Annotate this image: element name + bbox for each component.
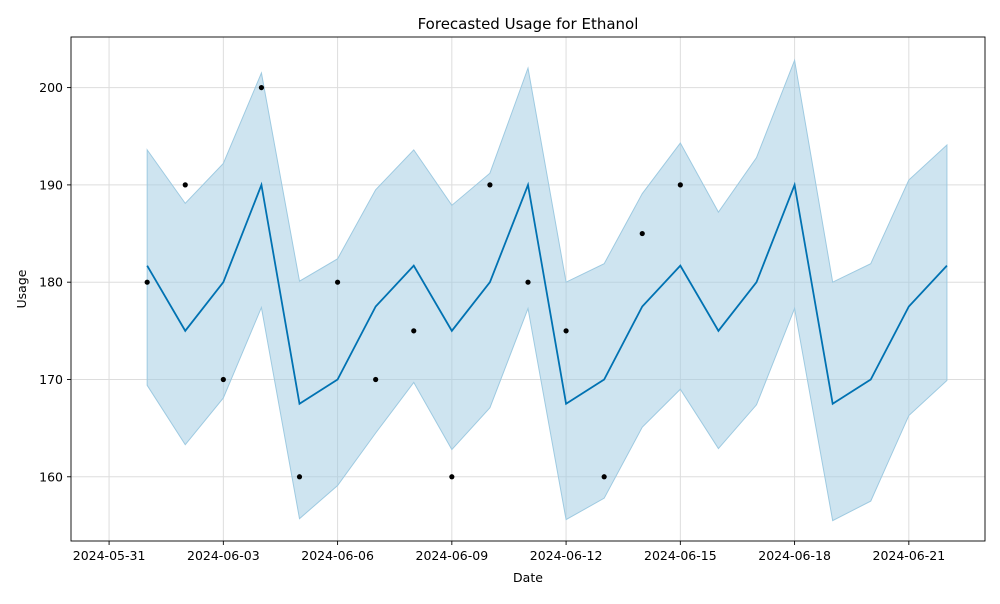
- observed-point: [220, 376, 226, 383]
- observed-point: [373, 376, 379, 383]
- x-tick-label: 2024-06-09: [416, 548, 489, 563]
- plot-area-frame: [70, 36, 986, 542]
- x-axis-ticks: 2024-05-31 2024-06-03 2024-06-06 2024-06-09…: [73, 541, 945, 563]
- forecast-line-layer: [146, 181, 948, 406]
- y-tick-label: 170: [39, 372, 63, 387]
- y-tick-label: 200: [39, 80, 63, 95]
- y-axis-label: Usage: [14, 269, 29, 308]
- x-tick-label: 2024-06-12: [530, 548, 603, 563]
- x-tick-label: 2024-06-03: [187, 548, 260, 563]
- observed-point: [601, 474, 607, 480]
- y-tick-label: 160: [39, 469, 63, 484]
- y-tick-label: 190: [39, 177, 63, 192]
- observed-points-layer: [144, 84, 683, 480]
- x-tick-label: 2024-06-06: [301, 548, 374, 563]
- observed-point: [258, 84, 265, 91]
- observed-point: [449, 474, 455, 480]
- forecast-line: [146, 181, 948, 406]
- x-tick-label: 2024-06-18: [758, 548, 831, 563]
- observed-point: [563, 328, 569, 334]
- observed-point: [296, 474, 303, 480]
- x-tick-label: 2024-06-15: [644, 548, 717, 563]
- observed-point: [525, 279, 531, 285]
- observed-point: [182, 182, 188, 188]
- observed-point: [639, 230, 645, 237]
- observed-point: [334, 279, 341, 285]
- x-axis-label: Date: [513, 570, 543, 585]
- observed-point: [411, 328, 417, 334]
- x-tick-label: 2024-05-31: [73, 548, 146, 563]
- observed-point: [677, 182, 683, 188]
- observed-point: [144, 279, 150, 285]
- x-tick-label: 2024-06-21: [873, 548, 946, 563]
- y-tick-label: 180: [39, 275, 63, 290]
- observed-point: [487, 182, 493, 188]
- y-axis-ticks: 160 170 180 190 200: [39, 80, 71, 484]
- chart-title: Forecasted Usage for Ethanol: [418, 15, 639, 33]
